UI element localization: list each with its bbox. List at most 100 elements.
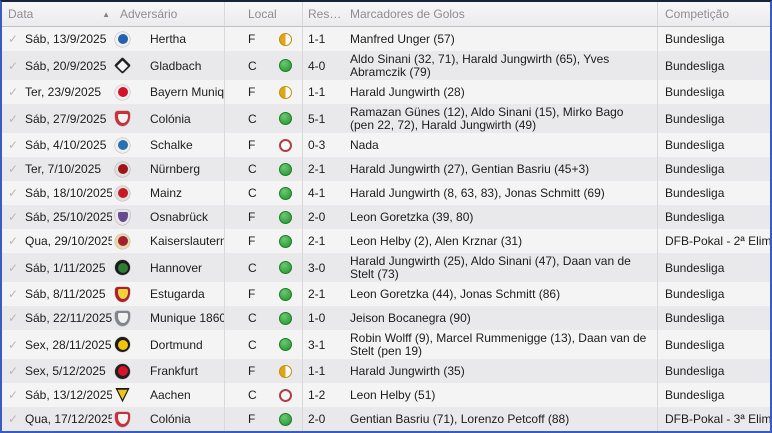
column-header-local[interactable]: Local xyxy=(224,2,302,26)
competition: Bundesliga xyxy=(665,337,725,352)
column-header-marcadores[interactable]: Marcadores de Golos xyxy=(344,2,657,26)
competition-cell: Bundesliga xyxy=(657,181,770,205)
sort-ascending-icon: ▲ xyxy=(102,9,110,19)
date-cell: ✓ Sáb, 13/12/2025 xyxy=(2,383,112,407)
column-header-competicao[interactable]: Competição xyxy=(657,2,770,26)
goalscorers: Leon Helby (51) xyxy=(350,387,436,402)
score: 1-1 xyxy=(308,85,326,99)
fixture-row[interactable]: ✓ Ter, 23/9/2025 Bayern Munique F 1-1 Ha… xyxy=(2,80,770,104)
opponent-name: Mainz xyxy=(150,186,183,200)
column-header-resultado[interactable]: Result... xyxy=(302,2,344,26)
fixture-row[interactable]: ✓ Sáb, 22/11/2025 Munique 1860 C 1-0 Jei… xyxy=(2,306,770,330)
fixture-row[interactable]: ✓ Sex, 5/12/2025 Frankfurt F 1-1 Harald … xyxy=(2,359,770,383)
fixture-date: Ter, 23/9/2025 xyxy=(25,85,102,99)
score-cell: 2-1 xyxy=(302,282,344,306)
match-outcome-icon xyxy=(279,138,292,152)
score-cell: 1-1 xyxy=(302,80,344,104)
opponent-cell: Estugarda xyxy=(112,282,224,306)
venue-cell: C xyxy=(224,330,302,359)
match-outcome-icon xyxy=(279,234,292,248)
fixture-row[interactable]: ✓ Qua, 17/12/2025 Colónia F 2-0 Gentian … xyxy=(2,407,770,431)
match-outcome-icon xyxy=(279,311,292,325)
score-cell: 2-1 xyxy=(302,157,344,181)
goalscorers: Harald Jungwirth (35) xyxy=(350,363,465,378)
competition: Bundesliga xyxy=(665,260,725,275)
goalscorers-cell: Harald Jungwirth (35) xyxy=(344,359,657,383)
score: 1-0 xyxy=(308,311,326,325)
club-crest-icon xyxy=(115,387,130,403)
competition-cell: Bundesliga xyxy=(657,253,770,282)
match-played-check-icon: ✓ xyxy=(8,234,19,248)
competition-cell: DFB-Pokal - 3ª Elim. xyxy=(657,407,770,431)
goalscorers: Robin Wolff (9), Marcel Rummenigge (13),… xyxy=(350,331,647,358)
venue-letter: C xyxy=(248,260,257,275)
score-cell: 2-0 xyxy=(302,205,344,229)
match-outcome-icon xyxy=(279,364,292,378)
match-outcome-icon xyxy=(279,85,292,99)
goalscorers-cell: Harald Jungwirth (25), Aldo Sinani (47),… xyxy=(344,253,657,282)
fixture-row[interactable]: ✓ Sex, 28/11/2025 Dortmund C 3-1 Robin W… xyxy=(2,330,770,359)
opponent-name: Hannover xyxy=(150,260,203,275)
club-crest-icon xyxy=(115,286,130,302)
goalscorers-cell: Nada xyxy=(344,133,657,157)
opponent-name: Osnabrück xyxy=(150,210,209,224)
fixture-row[interactable]: ✓ Sáb, 18/10/2025 Mainz C 4-1 Harald Jun… xyxy=(2,181,770,205)
match-outcome-icon xyxy=(279,210,292,224)
fixture-row[interactable]: ✓ Sáb, 4/10/2025 Schalke F 0-3 Nada Bund… xyxy=(2,133,770,157)
venue-letter: F xyxy=(248,412,256,426)
date-cell: ✓ Sáb, 1/11/2025 xyxy=(2,253,112,282)
fixture-row[interactable]: ✓ Sáb, 8/11/2025 Estugarda F 2-1 Leon Go… xyxy=(2,282,770,306)
competition: DFB-Pokal - 3ª Elim. xyxy=(665,412,770,426)
score: 3-1 xyxy=(308,337,326,352)
venue-letter: F xyxy=(248,210,256,224)
club-crest-icon xyxy=(114,57,131,74)
club-crest-icon xyxy=(115,111,130,126)
fixture-date: Sáb, 20/9/2025 xyxy=(25,58,107,73)
match-outcome-icon xyxy=(279,412,292,426)
venue-cell: F xyxy=(224,133,302,157)
score-cell: 1-0 xyxy=(302,306,344,330)
fixture-row[interactable]: ✓ Sáb, 13/9/2025 Hertha F 1-1 Manfred Un… xyxy=(2,27,770,51)
fixture-row[interactable]: ✓ Sáb, 13/12/2025 Aachen C 1-2 Leon Helb… xyxy=(2,383,770,407)
competition: Bundesliga xyxy=(665,364,725,378)
fixture-row[interactable]: ✓ Sáb, 25/10/2025 Osnabrück F 2-0 Leon G… xyxy=(2,205,770,229)
venue-letter: F xyxy=(248,234,256,248)
match-played-check-icon: ✓ xyxy=(8,186,19,200)
venue-cell: F xyxy=(224,27,302,51)
match-played-check-icon: ✓ xyxy=(8,364,19,378)
column-header-adversario[interactable]: Adversário xyxy=(112,2,224,26)
column-label-competicao: Competição xyxy=(665,7,730,21)
venue-cell: F xyxy=(224,205,302,229)
column-header-data[interactable]: Data ▲ xyxy=(2,2,112,26)
club-crest-icon xyxy=(115,161,130,177)
score-cell: 3-1 xyxy=(302,330,344,359)
venue-letter: F xyxy=(248,32,256,46)
score-cell: 2-0 xyxy=(302,407,344,431)
date-cell: ✓ Sex, 28/11/2025 xyxy=(2,330,112,359)
fixture-row[interactable]: ✓ Sáb, 27/9/2025 Colónia C 5-1 Ramazan G… xyxy=(2,104,770,133)
fixture-row[interactable]: ✓ Sáb, 1/11/2025 Hannover C 3-0 Harald J… xyxy=(2,253,770,282)
venue-letter: C xyxy=(248,388,257,402)
opponent-cell: Hannover xyxy=(112,253,224,282)
venue-cell: C xyxy=(224,104,302,133)
fixture-date: Sáb, 25/10/2025 xyxy=(25,210,112,224)
date-cell: ✓ Sáb, 22/11/2025 xyxy=(2,306,112,330)
score-cell: 5-1 xyxy=(302,104,344,133)
competition: Bundesliga xyxy=(665,210,725,224)
match-outcome-icon xyxy=(279,287,292,301)
goalscorers: Manfred Unger (57) xyxy=(350,31,455,46)
column-label-local: Local xyxy=(248,7,277,21)
score-cell: 2-1 xyxy=(302,229,344,253)
date-cell: ✓ Sáb, 18/10/2025 xyxy=(2,181,112,205)
fixture-date: Sáb, 8/11/2025 xyxy=(25,287,106,301)
fixture-row[interactable]: ✓ Qua, 29/10/2025 Kaiserslautern F 2-1 L… xyxy=(2,229,770,253)
venue-cell: C xyxy=(224,383,302,407)
goalscorers-cell: Leon Helby (2), Alen Krznar (31) xyxy=(344,229,657,253)
fixture-row[interactable]: ✓ Ter, 7/10/2025 Nürnberg C 2-1 Harald J… xyxy=(2,157,770,181)
goalscorers-cell: Leon Helby (51) xyxy=(344,383,657,407)
fixture-row[interactable]: ✓ Sáb, 20/9/2025 Gladbach C 4-0 Aldo Sin… xyxy=(2,51,770,80)
fixture-date: Sáb, 27/9/2025 xyxy=(25,111,107,126)
opponent-name: Colónia xyxy=(150,111,191,126)
opponent-name: Bayern Munique xyxy=(150,85,224,99)
